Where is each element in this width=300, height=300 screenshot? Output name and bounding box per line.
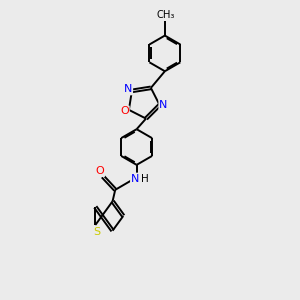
Text: N: N xyxy=(159,100,168,110)
Text: O: O xyxy=(95,166,104,176)
Text: O: O xyxy=(120,106,129,116)
Text: N: N xyxy=(131,173,139,184)
Text: CH₃: CH₃ xyxy=(156,10,175,20)
Text: N: N xyxy=(124,84,132,94)
Text: S: S xyxy=(93,226,100,237)
Text: H: H xyxy=(141,173,149,184)
